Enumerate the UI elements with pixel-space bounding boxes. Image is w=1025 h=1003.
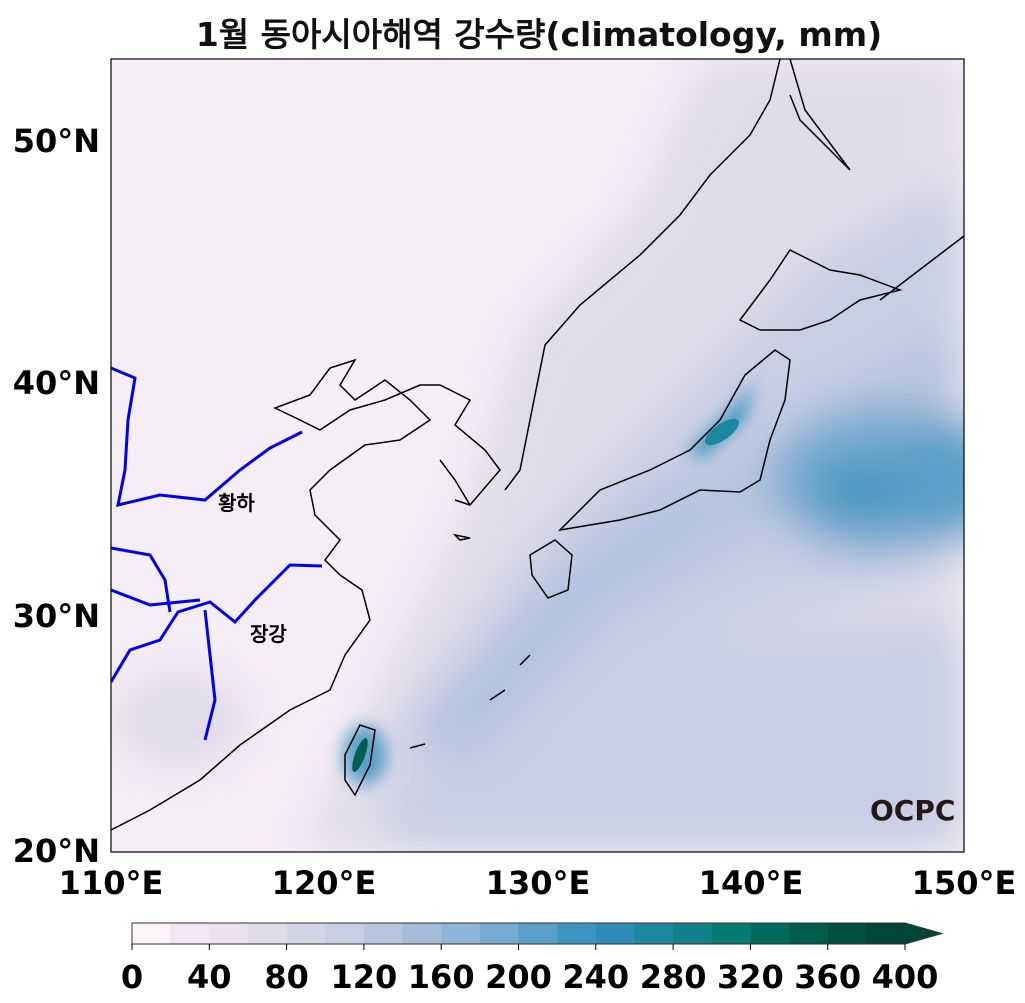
colorbar-bin (518, 923, 558, 944)
colorbar-bin (557, 923, 597, 944)
colorbar (131, 922, 944, 950)
colorbar-bin (441, 923, 481, 944)
colorbar-tick-label: 160 (407, 958, 475, 996)
colorbar-bin (325, 923, 365, 944)
lat-tick-40: 40°N (12, 364, 100, 402)
colorbar-tick-label: 0 (120, 958, 144, 996)
heavy-precip-taiwan (352, 737, 368, 773)
colorbar-tick-label: 240 (562, 958, 630, 996)
map-frame (110, 58, 965, 853)
coastlines (111, 59, 964, 831)
ocpc-logo: OCPC (870, 794, 956, 827)
colorbar-bin (363, 923, 404, 944)
colorbar-bin (209, 923, 249, 944)
colorbar-bin (247, 923, 288, 944)
lat-tick-20: 20°N (12, 832, 100, 870)
tributaries (111, 546, 217, 741)
colorbar-bin (170, 923, 210, 944)
yellow-river (111, 366, 303, 508)
yangtze-label: 장강 (250, 622, 287, 646)
yangtze-river (111, 563, 323, 683)
colorbar-bin (286, 923, 326, 944)
colorbar-tick-label: 400 (871, 958, 939, 996)
colorbar-bin (827, 923, 867, 944)
lon-tick-130: 130°E (485, 864, 591, 902)
colorbar-tick-label: 200 (485, 958, 552, 996)
colorbar-tick-label: 320 (716, 958, 784, 996)
lon-tick-110: 110°E (58, 864, 164, 902)
colorbar-bin (673, 923, 713, 944)
colorbar-bin (479, 923, 519, 944)
colorbar-outline (131, 922, 944, 945)
colorbar-bin (750, 923, 790, 944)
colorbar-tick-label: 40 (187, 958, 232, 996)
lon-tick-120: 120°E (271, 864, 377, 902)
colorbar-tick-label: 360 (794, 958, 862, 996)
yellow-river-label: 황하 (218, 491, 255, 515)
lon-tick-140: 140°E (698, 864, 804, 902)
lon-tick-150: 150°E (911, 864, 1017, 902)
lat-tick-30: 30°N (12, 597, 100, 635)
colorbar-bin (711, 923, 751, 944)
colorbar-bin (789, 923, 829, 944)
colorbar-bin (402, 923, 442, 944)
colorbar-bin (132, 923, 172, 944)
colorbar-extend-arrow (905, 923, 942, 944)
colorbar-tick-label: 80 (264, 958, 309, 996)
rivers (111, 366, 323, 741)
map-title: 1월 동아시아해역 강수량(climatology, mm) (195, 15, 883, 54)
contour-field (111, 59, 964, 852)
heavy-precip-honshu (704, 418, 740, 446)
colorbar-bin (634, 923, 674, 944)
colorbar-tick-label: 280 (639, 958, 707, 996)
colorbar-bin (595, 923, 635, 944)
lat-tick-50: 50°N (12, 122, 100, 160)
colorbar-bin (866, 923, 906, 944)
colorbar-tick-label: 120 (330, 958, 398, 996)
